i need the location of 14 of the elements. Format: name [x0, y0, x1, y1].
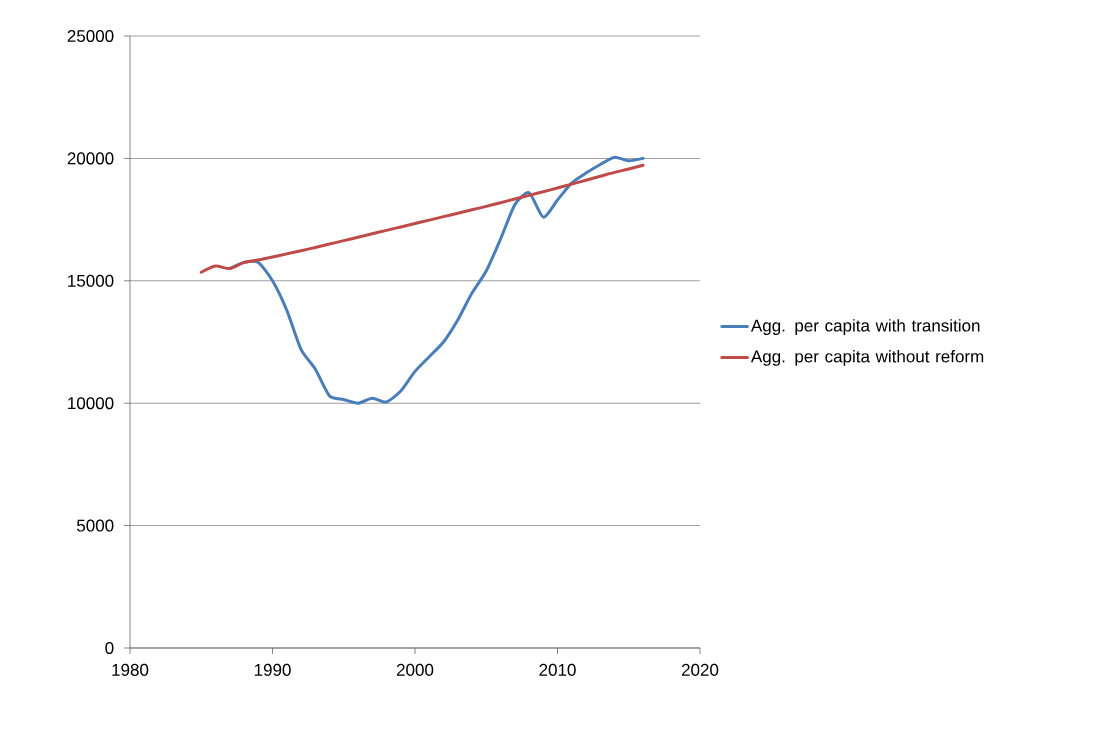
y-tick-label: 10000 — [68, 397, 114, 410]
x-tick-label: 2010 — [539, 663, 576, 676]
y-tick-label: 15000 — [68, 274, 114, 287]
x-tick-label: 2020 — [681, 663, 719, 676]
y-tick-label: 25000 — [67, 29, 114, 43]
x-tick-label: 1990 — [254, 663, 291, 676]
x-tick-label: 2000 — [396, 663, 434, 676]
y-tick-label: 20000 — [67, 152, 114, 165]
y-tick-label: 5000 — [77, 519, 114, 532]
x-tick-label: 1980 — [112, 663, 149, 676]
legend-label: Agg. per capita with transition — [750, 319, 980, 335]
y-tick-label: 0 — [105, 641, 114, 655]
line-series — [199, 163, 645, 274]
legend-label: Agg. per capita without reform — [750, 350, 984, 366]
